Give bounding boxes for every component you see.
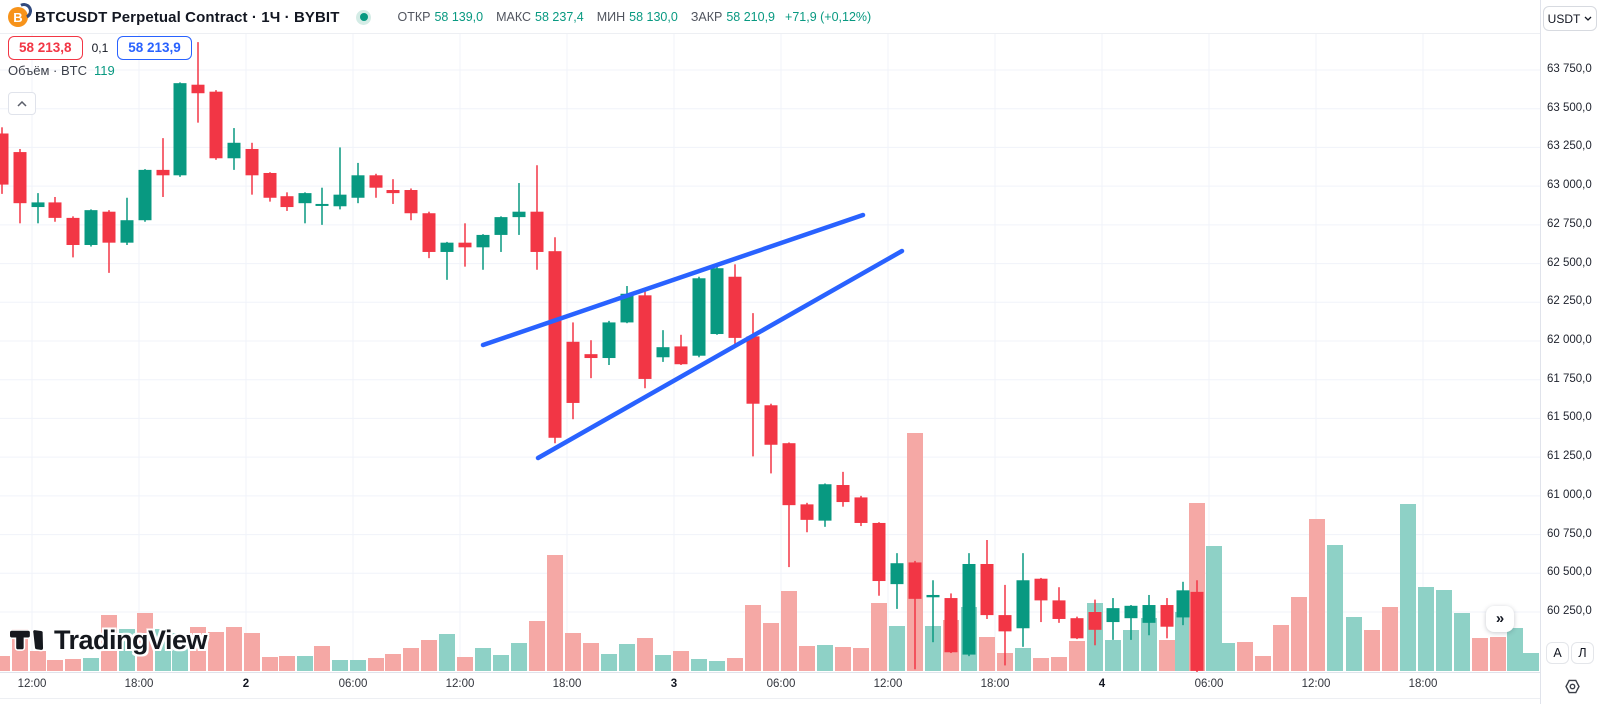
time-axis-label: 12:00: [873, 678, 903, 690]
currency-label: USDT: [1547, 11, 1581, 26]
time-axis-label: 12:00: [445, 678, 475, 690]
market-status-icon[interactable]: [356, 9, 372, 25]
tradingview-wordmark: TradingView: [54, 624, 208, 655]
time-axis[interactable]: 12:00 18:00 2 06:00 12:00 18:00 3 06:00 12:00 18:…: [0, 672, 1540, 697]
spread-value: 0,1: [91, 41, 109, 55]
sell-button[interactable]: 58 213,8: [8, 36, 83, 60]
ohlc-close: ЗАКР 58 210,9: [690, 10, 776, 24]
auto-scale-button[interactable]: А: [1546, 642, 1569, 664]
ohlc-open: ОТКР 58 139,0: [397, 10, 484, 24]
volume-series: [0, 433, 1539, 671]
price-axis-label: 62 500,0: [1547, 256, 1592, 269]
grid: [0, 34, 1540, 671]
price-axis-label: 63 250,0: [1547, 140, 1592, 153]
currency-dropdown[interactable]: USDT: [1543, 6, 1597, 31]
topbar-divider: [0, 33, 1540, 34]
time-axis-label-day: 4: [1098, 678, 1106, 690]
time-axis-label: 06:00: [1194, 678, 1224, 690]
price-axis-label: 61 000,0: [1547, 488, 1592, 501]
time-axis-label: 06:00: [338, 678, 368, 690]
price-axis-label: 61 250,0: [1547, 450, 1592, 463]
time-axis-label: 12:00: [17, 678, 47, 690]
symbol-header: B BTCUSDT Perpetual Contract · 1Ч · BYBI…: [8, 0, 871, 34]
price-axis-label: 61 500,0: [1547, 411, 1592, 424]
log-scale-button[interactable]: Л: [1571, 642, 1594, 664]
chevron-down-icon: [1584, 16, 1592, 21]
chevron-up-icon: [17, 100, 27, 107]
price-axis-label: 62 000,0: [1547, 333, 1592, 346]
collapse-legend-button[interactable]: [8, 92, 36, 115]
double-chevron-right-icon: »: [1495, 609, 1505, 627]
go-to-realtime-button[interactable]: »: [1486, 606, 1514, 632]
price-axis-label: 61 750,0: [1547, 372, 1592, 385]
volume-label: Объём · BTC: [8, 63, 87, 78]
buy-button[interactable]: 58 213,9: [117, 36, 192, 60]
time-axis-label: 12:00: [1301, 678, 1331, 690]
price-axis-label: 63 000,0: [1547, 179, 1592, 192]
tradingview-mark-icon: [10, 628, 45, 652]
time-axis-label: 06:00: [766, 678, 796, 690]
bitcoin-icon: B: [8, 0, 35, 27]
time-axis-label: 18:00: [552, 678, 582, 690]
price-change: +71,9 (+0,12%): [785, 10, 872, 24]
price-axis[interactable]: USDT 63 750,0 63 500,0 63 250,0 63 000,0 62 …: [1540, 0, 1600, 704]
time-axis-label: 18:00: [980, 678, 1010, 690]
time-axis-label-day: 2: [242, 678, 250, 690]
axis-settings-gear-icon[interactable]: [1564, 678, 1581, 695]
ohlc-high: МАКС 58 237,4: [496, 10, 584, 24]
time-axis-label: 18:00: [1408, 678, 1438, 690]
price-axis-label: 62 250,0: [1547, 295, 1592, 308]
price-axis-label: 60 750,0: [1547, 527, 1592, 540]
symbol-title[interactable]: BTCUSDT Perpetual Contract · 1Ч · BYBIT: [35, 8, 340, 26]
price-axis-label: 63 750,0: [1547, 63, 1592, 75]
time-axis-label-day: 3: [670, 678, 678, 690]
tradingview-logo[interactable]: TradingView: [10, 624, 208, 656]
time-axis-label: 18:00: [124, 678, 154, 690]
volume-legend: Объём · BTC 119: [8, 63, 115, 78]
candle-series: [0, 42, 1204, 672]
bottom-divider: [0, 698, 1600, 699]
price-axis-label: 62 750,0: [1547, 217, 1592, 230]
ohlc-readout: ОТКР 58 139,0 МАКС 58 237,4 МИН 58 130,0 ЗА…: [397, 10, 775, 24]
candlestick-chart[interactable]: [0, 0, 1540, 672]
quote-row: 58 213,8 0,1 58 213,9: [8, 36, 192, 60]
price-axis-label: 60 250,0: [1547, 604, 1592, 617]
ohlc-low: МИН 58 130,0: [596, 10, 678, 24]
volume-value: 119: [93, 63, 115, 78]
price-axis-label: 60 500,0: [1547, 566, 1592, 579]
price-axis-label: 63 500,0: [1547, 101, 1592, 114]
trendline-drawing[interactable]: [480, 212, 905, 461]
